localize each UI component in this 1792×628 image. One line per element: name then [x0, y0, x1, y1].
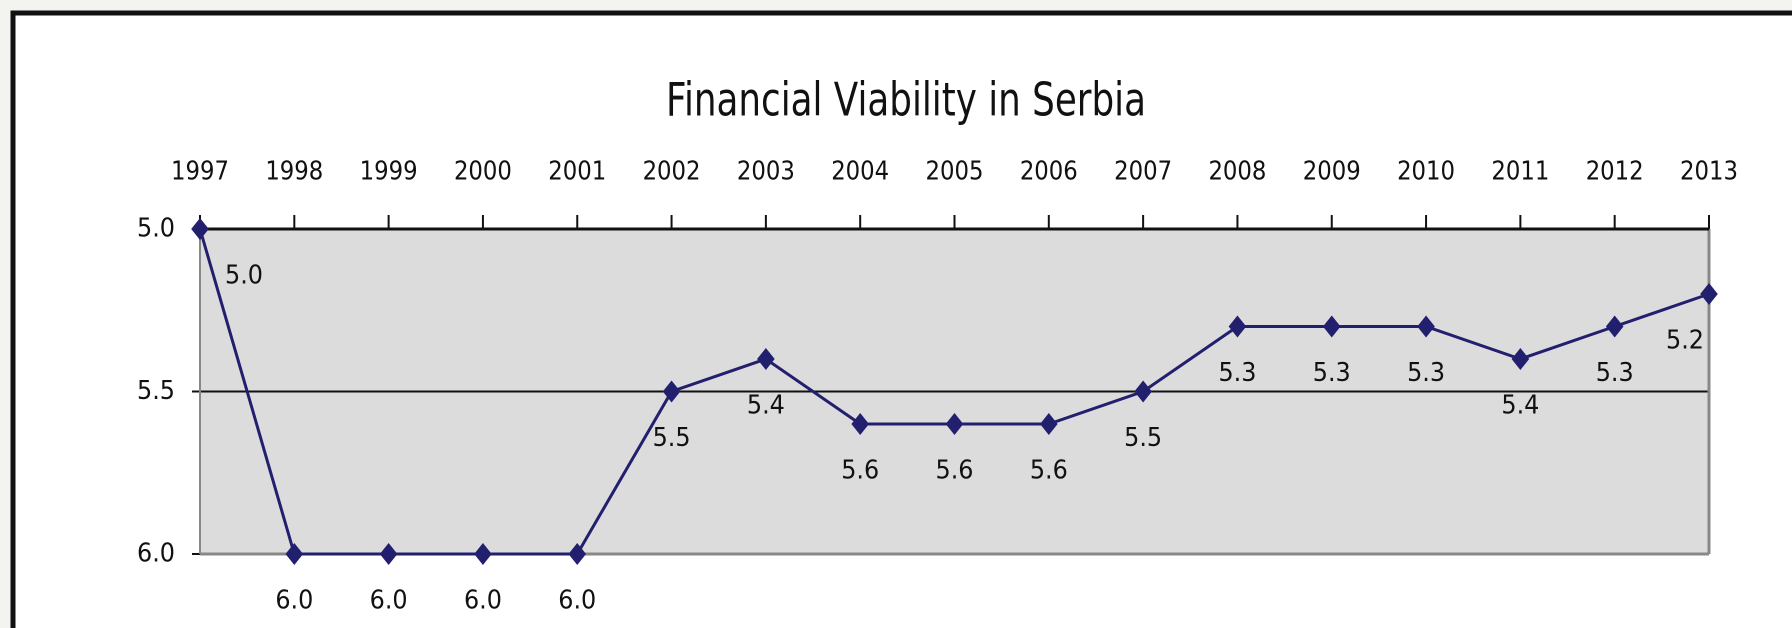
x-tick-label: 1997 [171, 157, 229, 187]
data-point [851, 413, 869, 435]
data-label: 5.6 [1030, 456, 1068, 486]
data-point [945, 413, 964, 435]
data-label: 6.0 [464, 586, 502, 616]
data-label: 5.3 [1218, 358, 1256, 388]
x-tick-label: 2006 [1020, 157, 1078, 187]
x-tick-label: 2002 [643, 157, 701, 187]
data-label: 5.6 [841, 456, 879, 486]
data-label: 5.3 [1407, 358, 1445, 388]
y-tick-label: 6.0 [137, 539, 175, 569]
x-tick-label: 2004 [831, 157, 889, 187]
x-tick-label: 2003 [737, 157, 795, 187]
data-point [1228, 315, 1247, 338]
x-tick-label: 2008 [1208, 157, 1266, 187]
x-tick-label: 1998 [265, 157, 323, 187]
x-tick-label: 2005 [926, 157, 984, 187]
data-label: 5.4 [1501, 391, 1539, 421]
data-label: 5.4 [747, 391, 785, 421]
data-label: 5.0 [225, 261, 263, 291]
data-label: 5.3 [1313, 358, 1351, 388]
data-label: 5.5 [653, 423, 691, 453]
data-point [1417, 315, 1435, 338]
y-tick-label: 5.5 [137, 376, 175, 406]
x-tick-label: 2001 [548, 157, 606, 187]
data-label: 6.0 [558, 586, 596, 616]
data-point [1134, 380, 1152, 403]
x-tick-label: 1999 [360, 157, 418, 187]
data-label: 5.2 [1666, 326, 1704, 356]
x-tick-label: 2010 [1397, 157, 1455, 187]
data-point [474, 543, 492, 565]
data-label: 6.0 [275, 586, 313, 616]
x-tick-label: 2011 [1491, 157, 1549, 187]
data-point [285, 543, 304, 565]
data-point [1605, 315, 1624, 338]
data-point [1511, 348, 1530, 370]
data-point [757, 348, 775, 370]
data-label: 5.6 [936, 456, 974, 486]
data-label: 5.5 [1124, 423, 1162, 453]
data-point [1322, 315, 1341, 338]
data-point [568, 543, 587, 565]
data-point [662, 380, 681, 403]
x-tick-label: 2000 [454, 157, 512, 187]
y-tick-label: 5.0 [137, 214, 175, 244]
data-point [191, 218, 209, 240]
data-point [1040, 413, 1058, 435]
x-tick-label: 2009 [1303, 157, 1361, 187]
data-point [1700, 283, 1718, 305]
chart-title: Financial Viability in Serbia [666, 73, 1146, 127]
x-tick-label: 2007 [1114, 157, 1172, 187]
data-label: 5.3 [1596, 358, 1634, 388]
x-tick-label: 2013 [1680, 157, 1738, 187]
data-point [379, 543, 398, 565]
data-label: 6.0 [370, 586, 408, 616]
x-tick-label: 2012 [1586, 157, 1644, 187]
